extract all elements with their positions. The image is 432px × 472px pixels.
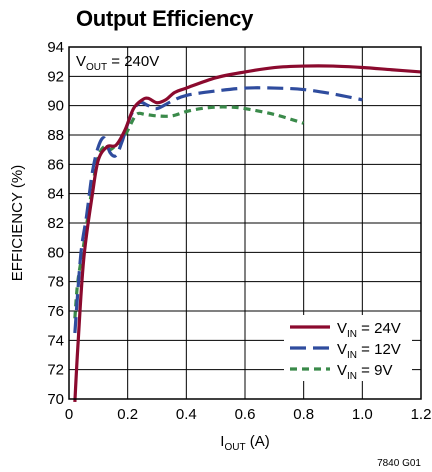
x-tick-label: 0.6 — [235, 406, 256, 423]
x-tick-label: 0 — [65, 406, 73, 423]
y-tick-label: 70 — [47, 391, 64, 408]
y-tick-label: 84 — [47, 186, 64, 203]
plot-frame — [68, 46, 422, 400]
legend-label-9v: VIN = 9V — [337, 362, 392, 382]
y-tick-label: 72 — [47, 362, 64, 379]
y-tick-label: 90 — [47, 98, 64, 115]
y-axis-label: EFFICIENCY (%) — [9, 165, 26, 281]
chart-title: Output Efficiency — [76, 6, 254, 31]
y-tick-label: 74 — [47, 332, 64, 349]
y-tick-label: 94 — [47, 39, 64, 56]
y-tick-label: 92 — [47, 68, 64, 85]
x-tick-label: 1.0 — [352, 406, 373, 423]
series-line-12v — [73, 86, 363, 334]
y-tick-label: 86 — [47, 156, 64, 173]
grid — [69, 47, 421, 399]
y-tick-label: 78 — [47, 274, 64, 291]
vout-annotation: VOUT = 240V — [76, 53, 159, 73]
y-tick-label: 80 — [47, 244, 64, 261]
figure-code: 7840 G01 — [377, 458, 421, 469]
tick-labels: 0 0.2 0.4 0.6 0.8 1.0 1.2 70 72 74 76 78 80 82 84 86 88 9… — [47, 39, 431, 423]
y-tick-label: 82 — [47, 215, 64, 232]
x-tick-label: 0.2 — [117, 406, 138, 423]
x-tick-label: 1.2 — [411, 406, 432, 423]
y-tick-label: 76 — [47, 303, 64, 320]
x-axis-label: IOUT (A) — [220, 433, 269, 453]
x-tick-label: 0.4 — [176, 406, 197, 423]
y-tick-label: 88 — [47, 127, 64, 144]
legend-label-24v: VIN = 24V — [337, 320, 401, 340]
series-line-24v — [73, 64, 422, 403]
x-tick-label: 0.8 — [293, 406, 314, 423]
legend-label-12v: VIN = 12V — [337, 341, 401, 361]
series-line-9v — [73, 105, 305, 319]
series-lines — [73, 64, 422, 403]
